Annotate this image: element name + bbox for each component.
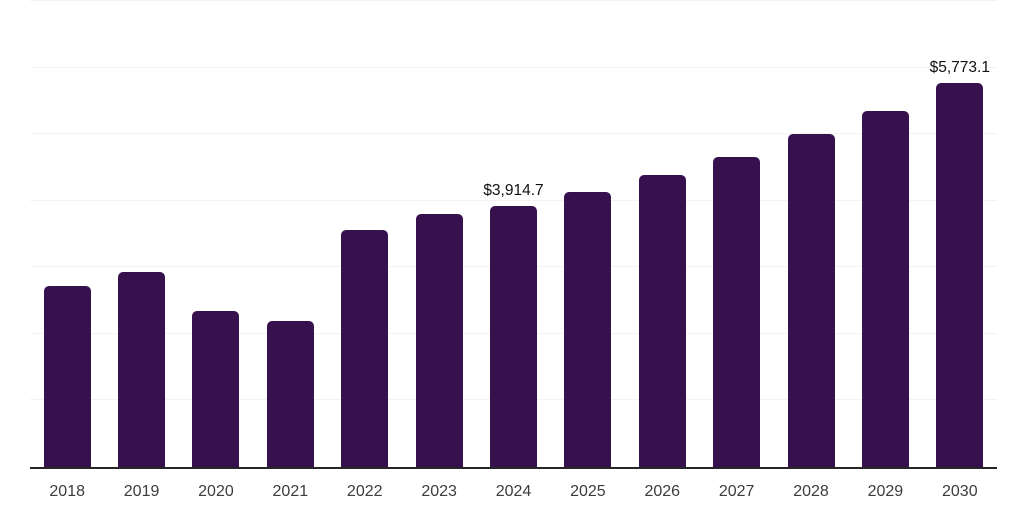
- bar-2030: [936, 82, 984, 467]
- x-axis-tick-labels: 2018 2019 2020 2021 2022 2023 2024 2025 2026 2027…: [30, 483, 997, 507]
- bar-2019: [118, 271, 166, 467]
- x-tick-label-2019: 2019: [123, 483, 160, 500]
- x-tick-label-2028: 2028: [793, 483, 829, 500]
- bar-2028: [787, 134, 835, 467]
- x-tick-label-2029: 2029: [867, 483, 904, 500]
- x-tick-label-2025: 2025: [570, 483, 606, 500]
- bar-2026: [638, 174, 686, 467]
- x-tick-label-2023: 2023: [421, 483, 457, 500]
- x-tick-label-2020: 2020: [198, 483, 234, 500]
- x-tick-label-2022: 2022: [346, 483, 383, 500]
- bar-2020: [192, 311, 240, 467]
- gridline-5000: [30, 133, 997, 135]
- gridline-4000: [30, 199, 997, 201]
- x-tick-label-2026: 2026: [644, 483, 681, 500]
- x-tick-label-2027: 2027: [718, 483, 755, 500]
- bar-2025: [564, 192, 612, 467]
- x-tick-label-2024: 2024: [495, 483, 532, 500]
- bar-2023: [415, 214, 463, 467]
- x-axis-line: [30, 467, 997, 469]
- data-label-2030: $5,773.1: [929, 58, 990, 76]
- bar-2024: [490, 206, 537, 467]
- x-tick-label-2021: 2021: [272, 483, 309, 500]
- bar-2018: [43, 285, 91, 467]
- plot-area: $3,914.7 $5,773.1: [30, 0, 997, 469]
- bar-2027: [713, 156, 761, 467]
- x-tick-label-2018: 2018: [49, 483, 85, 500]
- x-tick-label-2030: 2030: [942, 483, 978, 500]
- data-label-2024: $3,914.7: [483, 182, 544, 200]
- bar-2022: [341, 230, 389, 467]
- gridline-7000: [30, 0, 997, 1]
- bar-2029: [861, 110, 909, 467]
- bar-2021: [266, 320, 314, 467]
- gridline-6000: [30, 66, 997, 68]
